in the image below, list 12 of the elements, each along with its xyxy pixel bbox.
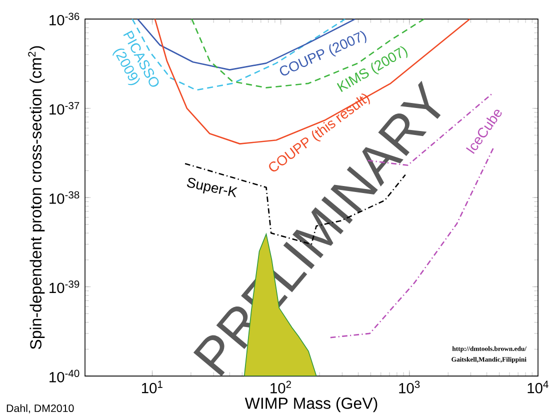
x-axis-title: WIMP Mass (GeV)	[244, 397, 378, 412]
y-tick-label: 10$^{-36}$	[50, 12, 80, 26]
x-tick-label: 10$^{1}$	[142, 380, 162, 394]
y-tick-label: 10$^{-39}$	[50, 280, 80, 294]
y-axis-title: Spin-dependent proton cross-section (cm$^{2}$)	[28, 46, 45, 350]
y-tick-label: 10$^{-40}$	[50, 370, 80, 382]
y-tick-label: 10$^{-37}$	[50, 102, 80, 115]
text: Dahl, DM2010	[6, 404, 74, 414]
x-tick-label: 10$^{2}$	[270, 380, 291, 394]
y-tick-label: 10$^{-38}$	[50, 191, 80, 204]
x-tick-label: 10$^{3}$	[399, 380, 420, 394]
x-tick-label: 10$^{4}$	[528, 380, 548, 394]
